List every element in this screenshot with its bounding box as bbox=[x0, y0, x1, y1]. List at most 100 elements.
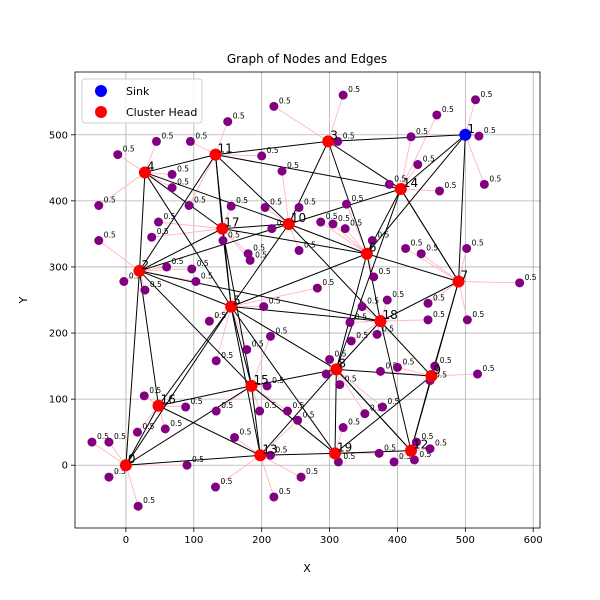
edge-weight-label: 0.5 bbox=[367, 297, 379, 306]
member-node bbox=[259, 302, 269, 312]
member-edge bbox=[158, 221, 223, 230]
x-tick-label: 200 bbox=[252, 535, 271, 546]
cluster-head-label: 3 bbox=[330, 128, 338, 142]
member-node bbox=[139, 391, 149, 401]
member-edge bbox=[458, 281, 520, 284]
edge-weight-label: 0.5 bbox=[240, 427, 252, 436]
edge-weight-label: 0.5 bbox=[343, 131, 355, 140]
member-node bbox=[132, 427, 142, 437]
member-node bbox=[430, 361, 440, 371]
y-tick-label: 0 bbox=[62, 461, 68, 472]
edge-weight-label: 0.5 bbox=[221, 401, 233, 410]
cluster-head-edge bbox=[125, 454, 261, 466]
member-edge bbox=[281, 171, 290, 225]
cluster-head-label: 9 bbox=[433, 363, 441, 377]
legend-cluster-head-label: Cluster Head bbox=[126, 106, 197, 119]
member-node bbox=[374, 448, 384, 458]
edge-weight-label: 0.5 bbox=[287, 161, 299, 170]
edge-weight-label: 0.5 bbox=[343, 452, 355, 461]
edge-weight-label: 0.5 bbox=[252, 340, 264, 349]
member-node bbox=[392, 362, 402, 372]
member-edge bbox=[231, 287, 318, 308]
member-edge bbox=[151, 228, 223, 238]
legend-sink-marker bbox=[95, 85, 107, 97]
edge-weight-label: 0.5 bbox=[267, 146, 279, 155]
member-node bbox=[372, 329, 382, 339]
edge-weight-label: 0.5 bbox=[440, 356, 452, 365]
edge-weight-label: 0.5 bbox=[384, 443, 396, 452]
member-edge bbox=[458, 281, 468, 320]
cluster-head-label: 8 bbox=[338, 356, 346, 370]
member-node bbox=[87, 437, 97, 447]
member-edge bbox=[251, 385, 288, 412]
member-edge bbox=[215, 454, 261, 488]
member-node bbox=[94, 236, 104, 246]
cluster-head-edge bbox=[144, 171, 290, 225]
cluster-head-edge bbox=[288, 141, 329, 225]
cluster-head-edge bbox=[230, 306, 252, 387]
edge-weight-label: 0.5 bbox=[123, 145, 135, 154]
edge-weight-label: 0.5 bbox=[411, 238, 423, 247]
member-node bbox=[167, 183, 177, 193]
member-node bbox=[255, 406, 265, 416]
cluster-head-node bbox=[245, 379, 258, 392]
member-node bbox=[133, 501, 143, 511]
cluster-head-label: 4 bbox=[147, 159, 155, 173]
member-edge bbox=[260, 454, 302, 478]
edge-weight-label: 0.5 bbox=[233, 112, 245, 121]
node-labels: 0 2 4 5 6 7 8 9 10 11 12 13 14 15 16 17 18 19 3 1 bbox=[128, 122, 475, 466]
member-node bbox=[282, 406, 292, 416]
member-node bbox=[242, 345, 252, 355]
edge-weight-label: 0.5 bbox=[370, 404, 382, 413]
cluster-head-edge bbox=[139, 228, 223, 272]
edge-weight-label: 0.5 bbox=[322, 278, 334, 287]
member-edge bbox=[400, 136, 412, 190]
edge-weight-label: 0.5 bbox=[356, 331, 368, 340]
edge-weight-label: 0.5 bbox=[416, 127, 428, 136]
edge-weight-label: 0.5 bbox=[304, 197, 316, 206]
cluster-head-node bbox=[328, 447, 341, 460]
member-node bbox=[425, 444, 435, 454]
member-node bbox=[378, 402, 388, 412]
member-node bbox=[147, 232, 157, 242]
member-edge bbox=[259, 455, 275, 498]
cluster-head-label: 19 bbox=[337, 440, 352, 454]
x-axis-label: X bbox=[303, 562, 311, 575]
member-node bbox=[293, 415, 303, 425]
member-node bbox=[479, 179, 489, 189]
cluster-head-edge bbox=[380, 281, 459, 322]
edge-weight-label: 0.5 bbox=[377, 231, 389, 240]
member-node bbox=[382, 295, 392, 305]
member-node bbox=[432, 110, 442, 120]
y-axis-label: Y bbox=[17, 296, 30, 304]
member-node bbox=[119, 276, 129, 286]
y-tick-label: 300 bbox=[49, 262, 68, 273]
edge-weight-label: 0.5 bbox=[272, 376, 284, 385]
edge-weight-label: 0.5 bbox=[253, 244, 265, 253]
cluster-head-edge bbox=[288, 223, 368, 255]
cluster-head-edge bbox=[327, 141, 368, 254]
member-node bbox=[294, 202, 304, 212]
cluster-head-edge bbox=[158, 385, 252, 407]
member-node bbox=[325, 354, 335, 364]
cluster-head-label: 11 bbox=[218, 142, 233, 156]
cluster-head-edge bbox=[138, 172, 146, 271]
member-node bbox=[340, 224, 350, 234]
cluster-head-edge bbox=[158, 405, 261, 456]
member-edge bbox=[273, 105, 329, 142]
y-tick-label: 200 bbox=[49, 329, 68, 340]
member-node bbox=[515, 278, 525, 288]
member-node bbox=[357, 302, 367, 312]
member-node bbox=[211, 406, 221, 416]
cluster-head-edge bbox=[230, 306, 337, 370]
cluster-head-edge bbox=[139, 270, 232, 308]
edge-weight-label: 0.5 bbox=[221, 477, 233, 486]
cluster-head-edge bbox=[335, 320, 381, 370]
x-tick-label: 400 bbox=[388, 535, 407, 546]
cluster-head-label: 2 bbox=[141, 258, 149, 272]
cluster-head-label: 15 bbox=[253, 373, 268, 387]
cluster-head-edge bbox=[222, 223, 289, 230]
member-node bbox=[267, 224, 277, 234]
member-node bbox=[369, 272, 379, 282]
